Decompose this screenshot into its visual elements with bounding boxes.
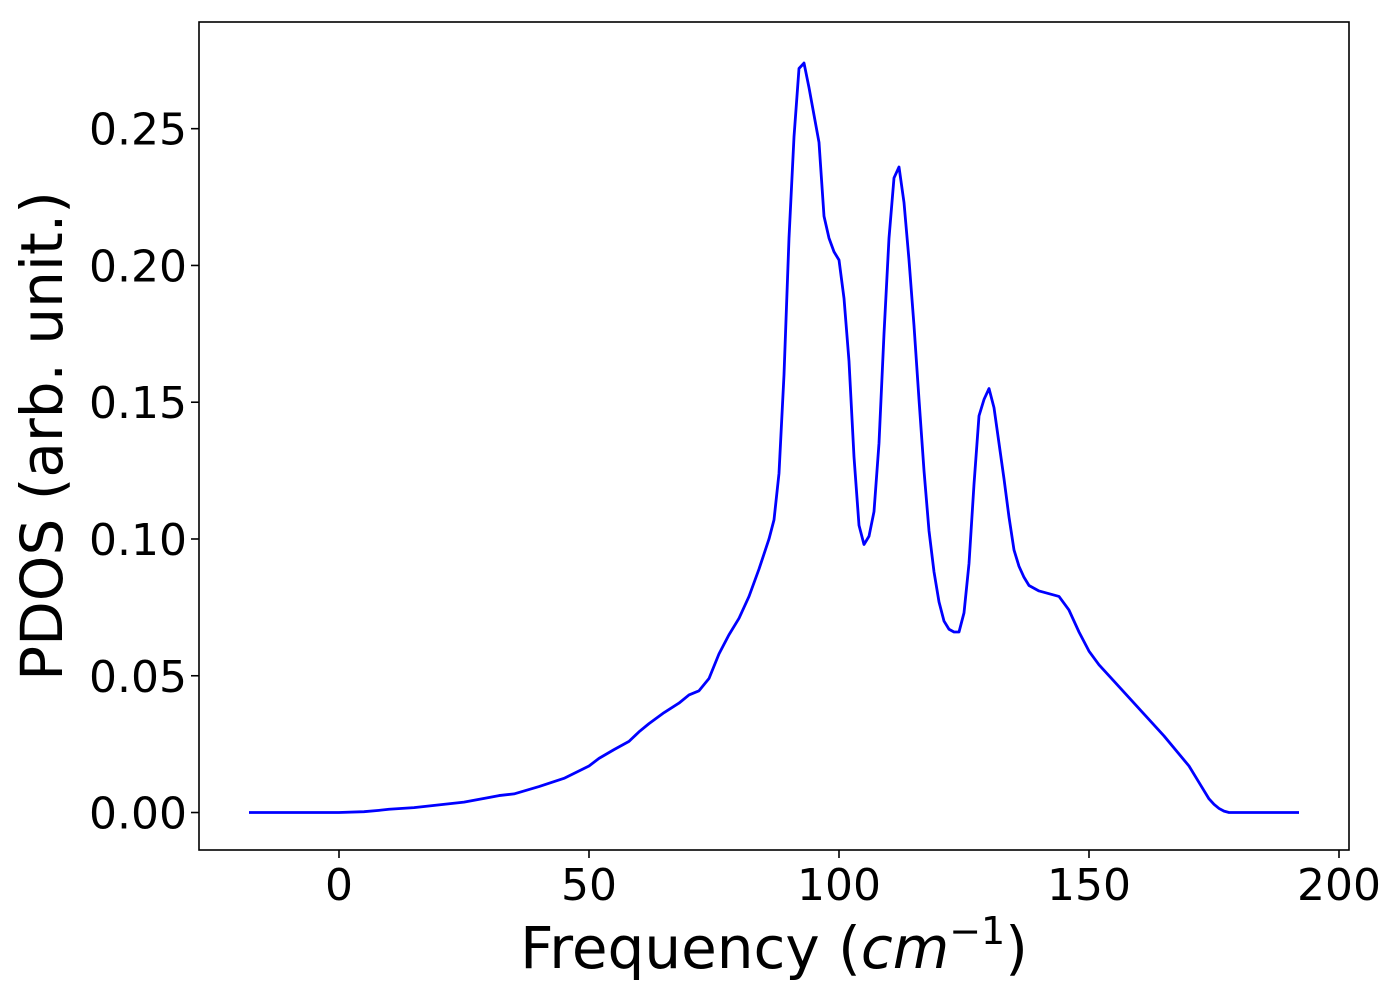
plot-frame [198,21,1350,851]
y-tick-label: 0.15 [89,378,187,429]
x-axis-ticks: 0 50 100 150 200 [325,850,1381,911]
y-tick-label: 0.25 [89,105,187,156]
x-tick-label: 50 [561,860,617,911]
y-axis-title: PDOS (arb. unit.) [8,191,76,681]
y-tick-label: 0.20 [89,241,187,292]
x-tick-label: 200 [1297,860,1381,911]
y-tick-label: 0.10 [89,515,187,566]
x-tick-label: 0 [325,860,353,911]
y-tick-label: 0.05 [89,652,187,703]
plot-area [198,21,1350,851]
x-axis-title: Frequency (cm−1) [520,909,1028,982]
x-tick-label: 100 [797,860,881,911]
x-tick-label: 150 [1047,860,1131,911]
y-axis-ticks: 0.00 0.05 0.10 0.15 0.20 0.25 [89,105,199,840]
pdos-series-line [249,61,1299,814]
y-tick-label: 0.00 [89,789,187,840]
